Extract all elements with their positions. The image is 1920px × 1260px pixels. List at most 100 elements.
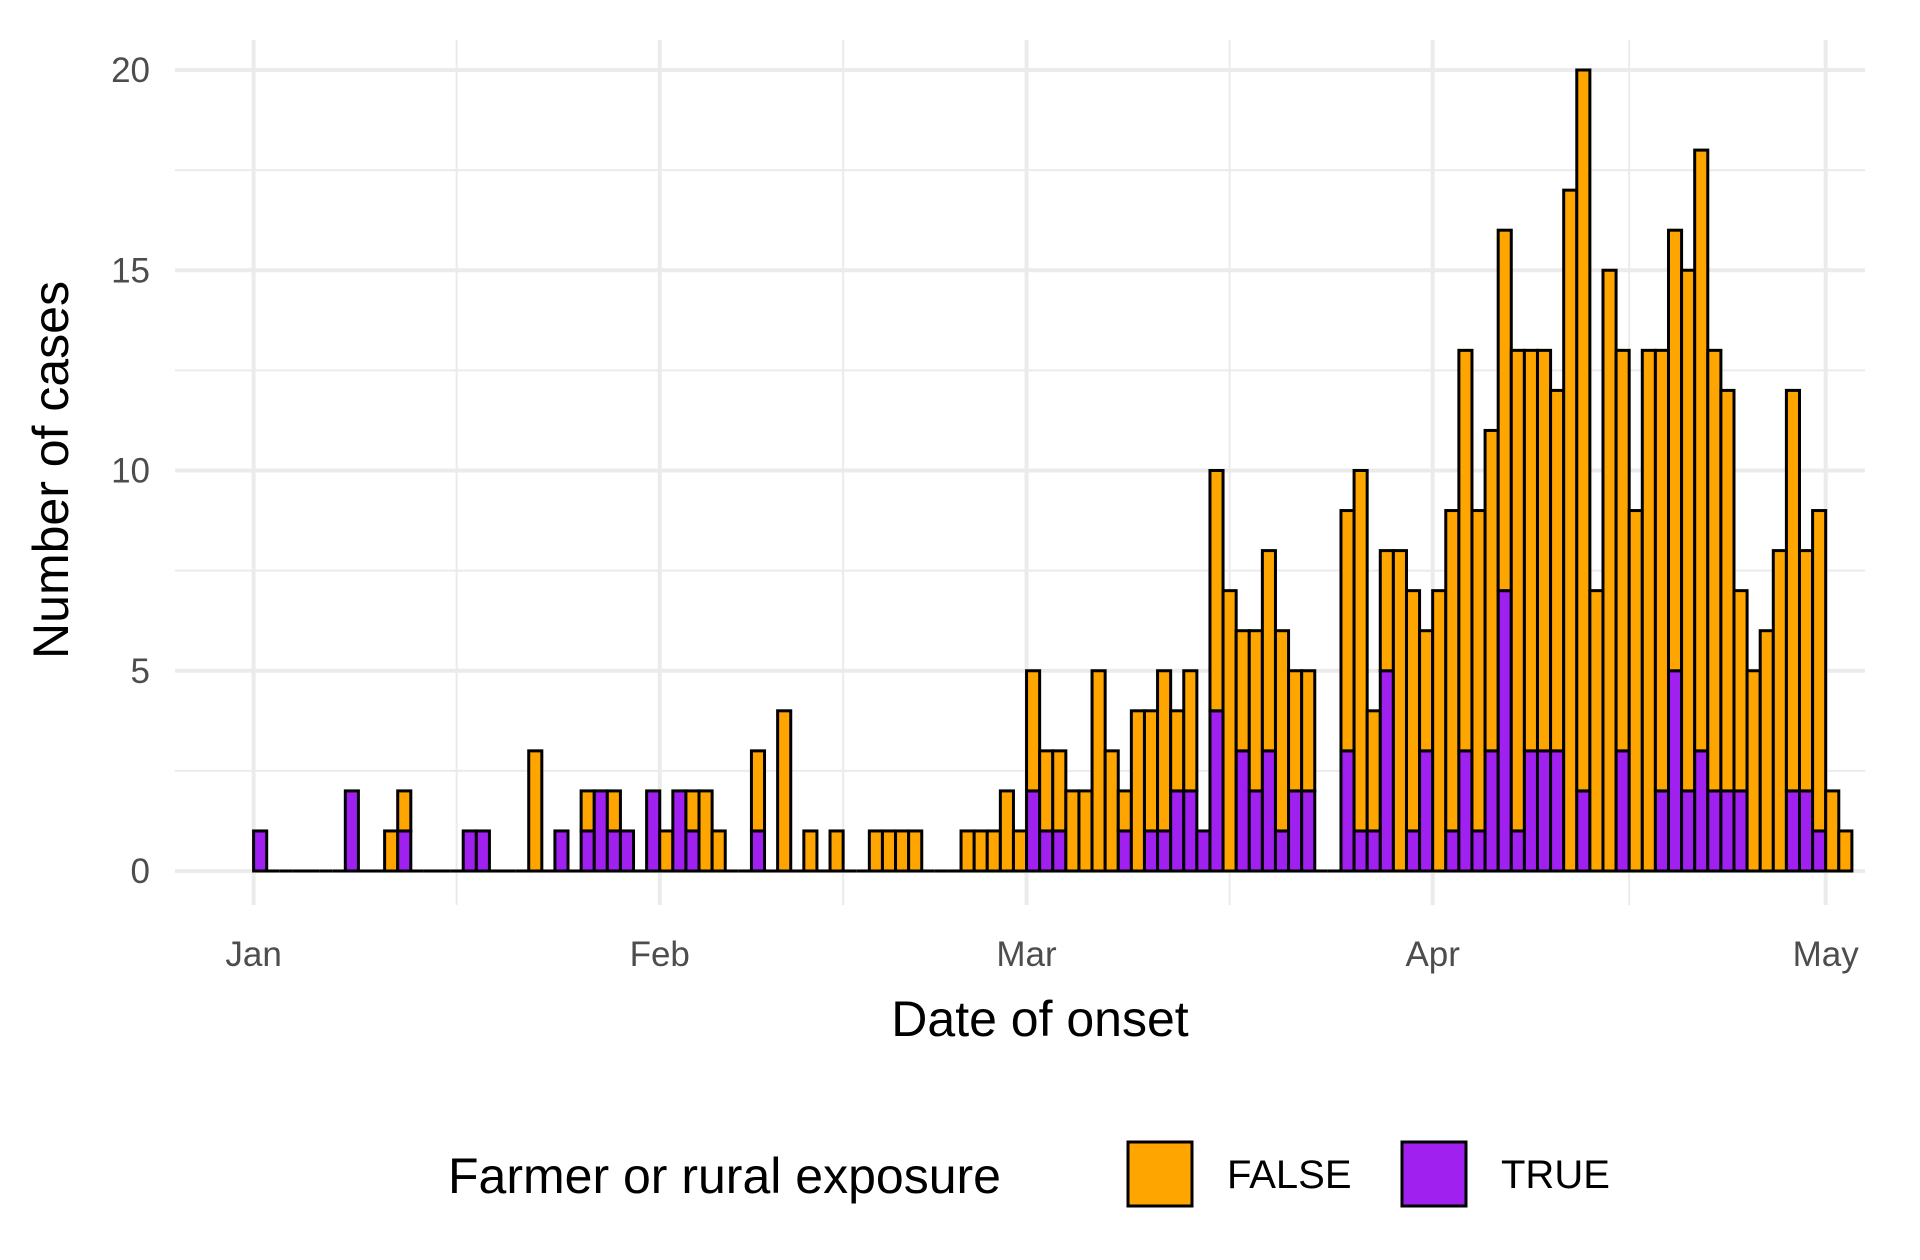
bar-false (1693, 148, 1710, 753)
bar-false (1182, 669, 1199, 793)
bar-false (1418, 629, 1435, 753)
bar-false (579, 789, 596, 833)
bar-true (1719, 789, 1736, 873)
legend-title: Farmer or rural exposure (448, 1148, 1001, 1204)
bar-false (1287, 669, 1304, 793)
bar-false (1837, 829, 1854, 873)
bar-true (1509, 829, 1526, 873)
bar-true (1116, 829, 1133, 873)
bar-true (1483, 749, 1500, 873)
y-tick-label: 10 (111, 452, 150, 491)
bar-true (1404, 829, 1422, 873)
x-tick-label: Jan (225, 935, 281, 974)
bar-false (1156, 669, 1173, 833)
bar-false (1811, 509, 1828, 833)
y-tick-label: 20 (111, 51, 150, 90)
y-tick-label: 0 (131, 852, 150, 891)
bar-true (1535, 749, 1553, 873)
bar-false (867, 829, 884, 873)
bar-false (1169, 709, 1186, 793)
bar-false (1391, 549, 1408, 873)
bar-true (671, 789, 688, 873)
bar-false (880, 829, 898, 873)
bar-false (1077, 789, 1094, 873)
bar-false (1784, 388, 1801, 793)
bar-false (396, 789, 413, 833)
bar-false (972, 829, 989, 873)
bar-false (1352, 469, 1369, 833)
bar-true (1339, 749, 1356, 873)
y-axis-ticks: 0 5 10 15 20 (111, 51, 150, 891)
bar-true (1352, 829, 1369, 873)
bar-true (553, 829, 570, 873)
bar-true (252, 829, 269, 873)
bar-false (710, 829, 727, 873)
bar-true (1025, 789, 1042, 873)
bar-false (1496, 228, 1513, 593)
bar-true (1260, 749, 1277, 873)
y-tick-label: 15 (111, 251, 150, 290)
bar-false (1431, 589, 1448, 873)
bar-false (1404, 589, 1422, 833)
bar-true (1653, 789, 1670, 873)
bar-true (1208, 709, 1225, 873)
bar-false (1129, 709, 1146, 873)
bar-false (1627, 509, 1644, 873)
bar-false (749, 749, 767, 833)
bar-false (1064, 789, 1081, 873)
bar-true (1195, 829, 1212, 873)
bar-false (697, 789, 714, 873)
bar-false (1797, 549, 1815, 793)
legend-swatch-true (1400, 1140, 1468, 1208)
bar-true (461, 829, 478, 873)
bar-true (1247, 789, 1264, 873)
bar-true (343, 789, 360, 873)
bar-false (1221, 589, 1238, 873)
bar-true (1156, 829, 1173, 873)
y-tick-label: 5 (131, 652, 150, 691)
bar-false (1234, 629, 1251, 753)
bar-false (998, 789, 1015, 873)
x-tick-label: Mar (996, 935, 1057, 974)
bar-false (1666, 228, 1684, 673)
bar-true (1797, 789, 1815, 873)
bar-true (618, 829, 636, 873)
bar-true (1680, 789, 1697, 873)
bar-false (383, 829, 400, 873)
bar-true (1287, 789, 1304, 873)
bar-true (579, 829, 596, 873)
bar-false (1051, 749, 1068, 833)
bar-true (1169, 789, 1186, 873)
bar-true (1182, 789, 1199, 873)
bar-true (1784, 789, 1801, 873)
bar-false (1208, 469, 1225, 713)
bar-true (1614, 749, 1631, 873)
bar-false (1457, 348, 1474, 753)
bar-false (1444, 509, 1461, 833)
bar-false (1758, 629, 1775, 873)
bar-true (1575, 789, 1592, 873)
bar-true (1732, 789, 1749, 873)
bar-false (1824, 789, 1841, 873)
bar-false (1706, 348, 1723, 793)
bar-true (645, 789, 662, 873)
bar-false (1273, 629, 1291, 833)
legend-swatch-false (1126, 1140, 1194, 1208)
bar-false (1680, 268, 1697, 793)
bar-false (1038, 749, 1055, 833)
bar-true (1378, 669, 1395, 873)
bar-false (1300, 669, 1317, 793)
bar-false (1614, 348, 1631, 753)
bar-false (1365, 709, 1382, 833)
bar-false (1562, 188, 1579, 873)
bar-false (894, 829, 911, 873)
bar-false (1339, 509, 1356, 753)
x-axis-ticks: Jan Feb Mar Apr May (225, 935, 1859, 974)
bar-false (1509, 348, 1526, 833)
bar-true (396, 829, 413, 873)
bar-false (1116, 789, 1133, 833)
bar-false (1522, 348, 1539, 753)
x-tick-label: May (1793, 935, 1860, 974)
x-tick-label: Apr (1405, 935, 1460, 974)
bar-true (1234, 749, 1251, 873)
